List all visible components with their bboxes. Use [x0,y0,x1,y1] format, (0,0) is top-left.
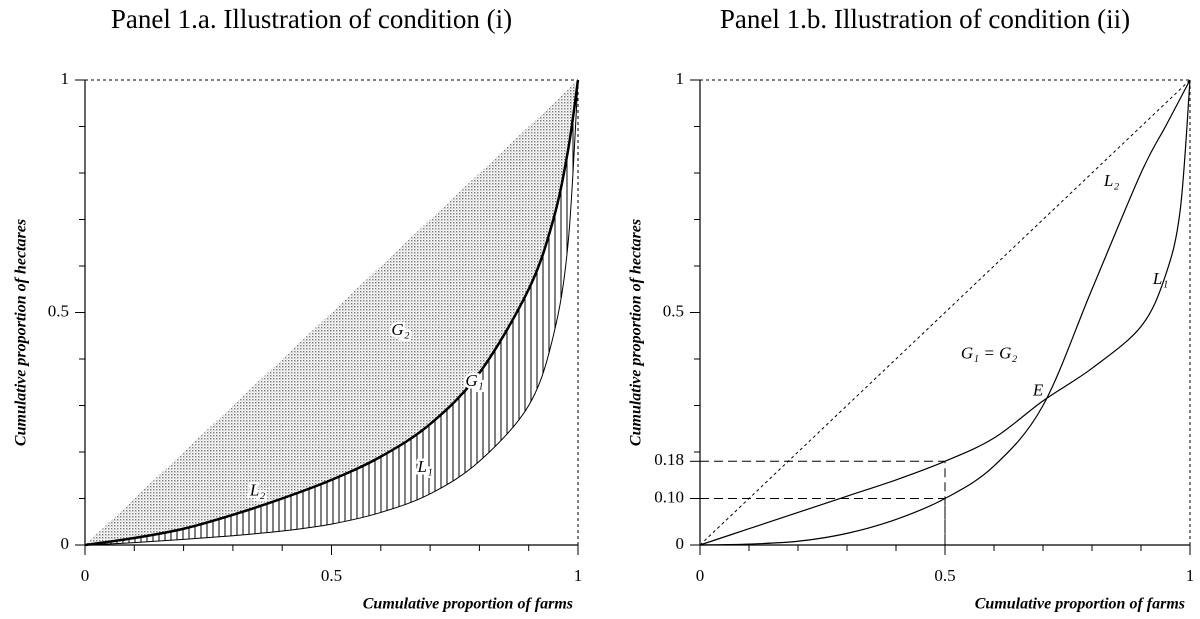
curve-label: L₁ [416,457,432,476]
y-axis-label: Cumulative proportion of hectares [628,219,645,446]
area-g1 [85,80,578,545]
x-tick-label: 0.5 [934,566,955,585]
y-tick-label: 0 [676,534,685,553]
annotation: G₂ [391,320,409,339]
x-tick-label: 0 [696,566,705,585]
y-tick-label: 0.5 [663,301,684,320]
x-axis-label: Cumulative proportion of farms [975,596,1185,613]
annotation: G₁ = G₂ [961,343,1017,362]
panel: 0 0.5 1 0 0.10 0.18 0.5 1 L₁ L₂ G₁ = G₂ E Panel 1.b.… [628,4,1195,612]
y-axis-label: Cumulative proportion of hectares [13,219,30,446]
equality-line [699,79,1191,546]
x-tick-label: 1 [574,566,583,585]
y-tick-label: 1 [676,69,685,88]
curve-label: L₁ [1152,269,1168,288]
annotation: G₁ [465,371,483,390]
lorenz-curve [699,79,1191,546]
annotation: E [1032,380,1044,399]
x-tick-label: 0.5 [321,566,342,585]
y-tick-label: 1 [61,69,70,88]
curve-label: L₂ [1103,171,1119,190]
y-tick-label: 0.5 [48,301,69,320]
x-axis-label: Cumulative proportion of farms [363,596,573,613]
y-tick-label: 0.18 [654,450,684,469]
chart-title: Panel 1.a. Illustration of condition (i) [111,4,512,34]
x-tick-label: 0 [81,566,90,585]
lorenz-curve [84,79,579,546]
lorenz-curve [84,79,580,547]
panel: 0 0.5 1 0 0.5 1 L₁ L₂ G₂ G₁ Panel 1.a. Illustratio… [13,4,583,612]
chart-title: Panel 1.b. Illustration of condition (ii… [720,4,1130,34]
area-g2 [85,80,578,545]
y-tick-label: 0.10 [654,487,684,506]
curve-label: L₂ [249,480,265,499]
x-tick-label: 1 [1186,566,1195,585]
y-tick-label: 0 [61,534,70,553]
lorenz-curve [699,79,1191,546]
